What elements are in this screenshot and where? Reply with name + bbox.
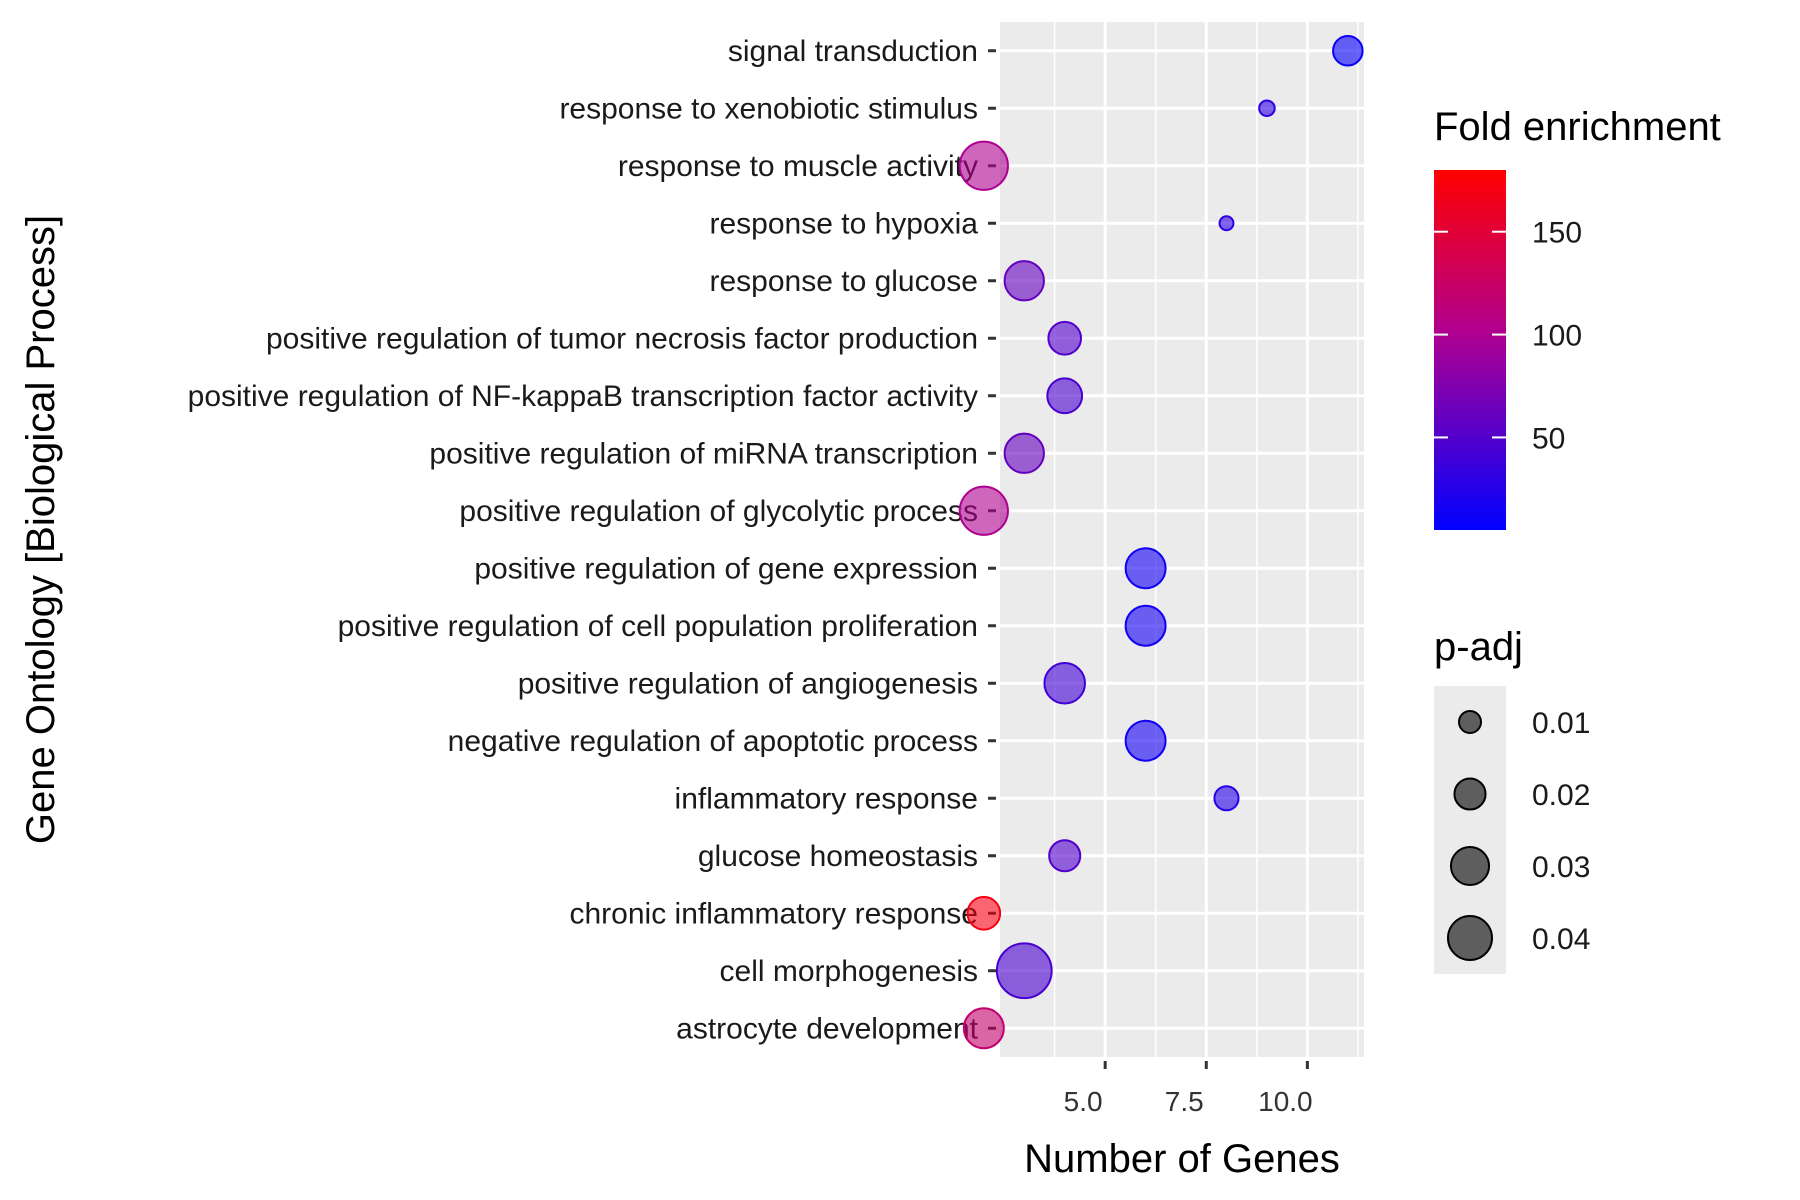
size-legend-circle [1449, 845, 1491, 887]
size-legend-items: 0.01 0.02 0.03 0.04 [1447, 707, 1590, 961]
size-legend-circle [1447, 915, 1493, 961]
y-tick-label: positive regulation of NF-kappaB transcr… [188, 380, 978, 413]
y-tick-label: astrocyte development [676, 1012, 978, 1045]
x-tick-label: 10.0 [1258, 1086, 1313, 1117]
grid-lines [1000, 22, 1364, 1057]
y-tick-label: cell morphogenesis [720, 955, 978, 988]
data-point [995, 942, 1053, 1000]
data-point [1048, 839, 1082, 873]
size-legend-label: 0.02 [1532, 779, 1590, 812]
y-tick-label: glucose homeostasis [698, 840, 978, 873]
data-point [958, 485, 1009, 536]
data-point [1332, 34, 1364, 67]
y-tick-label: negative regulation of apoptotic process [448, 725, 978, 758]
y-tick-label: chronic inflammatory response [569, 897, 978, 930]
data-point [1046, 377, 1084, 415]
data-point [1043, 661, 1086, 705]
data-point [958, 140, 1009, 191]
color-legend-title: Fold enrichment [1434, 105, 1721, 149]
y-tick-label: inflammatory response [675, 782, 978, 815]
size-legend: p-adj 0.01 0.02 0.03 0.04 [1434, 625, 1590, 974]
color-bar-label: 100 [1532, 320, 1582, 353]
y-tick-label: positive regulation of gene expression [474, 552, 978, 585]
size-legend-circle [1453, 777, 1487, 811]
y-tick-label: response to xenobiotic stimulus [559, 92, 978, 125]
x-tick-label: 7.5 [1165, 1086, 1204, 1117]
data-point [1258, 99, 1276, 118]
y-tick-label: positive regulation of cell population p… [338, 610, 978, 643]
y-tick-label: response to glucose [709, 265, 978, 298]
data-point [1003, 432, 1045, 474]
color-legend: Fold enrichment 150 100 50 [1434, 105, 1721, 530]
color-bar-label: 150 [1532, 217, 1582, 250]
size-legend-label: 0.03 [1532, 851, 1590, 884]
data-points [958, 34, 1364, 1050]
data-point [1003, 260, 1045, 302]
data-point [1124, 604, 1167, 647]
y-tick-label: response to hypoxia [709, 207, 978, 240]
data-point [1124, 547, 1167, 590]
y-tick-label: positive regulation of miRNA transcripti… [429, 437, 978, 470]
y-tick-label: response to muscle activity [618, 150, 978, 183]
y-tick-label: signal transduction [728, 35, 978, 68]
y-axis-ticks [988, 49, 996, 1030]
size-legend-title: p-adj [1434, 625, 1523, 669]
x-tick-label: 5.0 [1064, 1086, 1103, 1117]
data-point [1213, 785, 1240, 812]
color-bar-label: 50 [1532, 422, 1565, 455]
y-axis-title: Gene Ontology [Biological Process] [19, 215, 63, 844]
plot-panel [1000, 22, 1364, 1057]
size-legend-circle [1458, 710, 1482, 734]
y-tick-label: positive regulation of glycolytic proces… [459, 495, 978, 528]
data-point [1218, 215, 1235, 232]
y-axis-labels: signal transduction response to xenobioti… [188, 35, 979, 1046]
y-tick-label: positive regulation of tumor necrosis fa… [266, 322, 978, 355]
size-legend-label: 0.01 [1532, 707, 1590, 740]
color-bar [1434, 170, 1506, 530]
data-point [1124, 719, 1167, 762]
x-axis-title: Number of Genes [1024, 1137, 1340, 1181]
data-point [966, 895, 1002, 931]
size-legend-label: 0.04 [1532, 923, 1590, 956]
y-tick-label: positive regulation of angiogenesis [518, 667, 978, 700]
data-point [962, 1007, 1005, 1050]
data-point [1047, 320, 1083, 356]
x-axis-ticks: 5.0 7.5 10.0 [1064, 1061, 1313, 1117]
color-bar-ticks: 150 100 50 [1434, 217, 1582, 455]
